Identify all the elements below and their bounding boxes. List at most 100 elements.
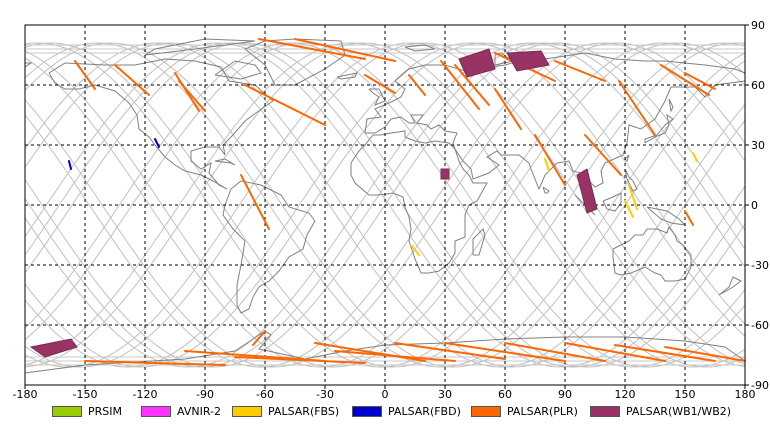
legend-item-prsim: PRSIM [52,405,122,418]
x-tick-label: 180 [735,388,756,401]
plr-strip [114,64,150,96]
coastline [574,194,596,216]
plr-strip [258,38,366,60]
x-tick-label: -60 [256,388,274,401]
legend-swatch-wb [590,406,620,417]
x-tick-label: -120 [133,388,158,401]
coastline [472,228,486,256]
coastline [350,130,488,274]
legend-swatch-plr [471,406,501,417]
legend-label-plr: PALSAR(PLR) [507,405,578,418]
graticule-grid [25,25,745,385]
plr-strip [684,72,716,90]
x-tick-label: -150 [73,388,98,401]
wb-region [458,48,496,78]
plr-strip [618,80,656,136]
y-axis-ticks: 90 60 30 0 -30 -60 -90 [745,19,769,392]
plr-strip [494,88,522,130]
legend-label-avnir: AVNIR-2 [177,405,221,418]
plr-strip [408,74,426,96]
palsar-fbd-strips [68,138,160,170]
plr-strip [584,134,622,176]
legend: PRSIM AVNIR-2 PALSAR(FBS) PALSAR(FBD) PA… [0,403,770,423]
legend-item-plr: PALSAR(PLR) [471,405,578,418]
plr-strip [660,64,710,96]
coastline [624,168,638,192]
plr-strip [74,60,96,90]
fbd-strip [154,138,160,148]
coastline [144,38,256,56]
coastline [542,186,550,194]
legend-item-wb: PALSAR(WB1/WB2) [590,405,731,418]
fbs-strip [624,200,634,218]
plr-strip [234,356,366,364]
coastline [48,58,274,190]
x-axis-ticks: -180 -150 -120 -90 -60 -30 0 30 60 90 120 150 180 [13,385,756,401]
coastline [214,158,236,166]
plr-strip [314,342,426,362]
fbd-strip [68,160,72,170]
fbs-strip [628,184,638,210]
coastline [404,44,436,52]
legend-item-fbs: PALSAR(FBS) [232,405,339,418]
plr-strip [614,344,716,362]
wb-region [506,50,550,72]
plr-strip [534,134,566,186]
legend-label-fbd: PALSAR(FBD) [388,405,461,418]
x-tick-label: 150 [675,388,696,401]
wb-region [576,168,598,214]
plr-strip [252,330,266,346]
legend-item-avnir: AVNIR-2 [141,405,221,418]
legend-label-fbs: PALSAR(FBS) [268,405,340,418]
legend-swatch-avnir [141,406,171,417]
plr-strip [178,80,206,112]
x-tick-label: -90 [196,388,214,401]
legend-swatch-fbd [352,406,382,417]
y-tick-label: 30 [751,139,765,152]
plr-strip [394,342,506,360]
plr-strip [364,74,396,94]
coastline [24,62,33,68]
coastline [644,113,674,144]
plr-strip [294,38,396,62]
plr-strip [174,72,200,112]
fbs-strip [410,244,420,256]
x-tick-label: 30 [438,388,452,401]
legend-label-prsim: PRSIM [88,405,122,418]
plr-strip [684,210,694,226]
plr-strip [664,346,746,362]
plr-strip [504,342,606,362]
coastline [602,192,622,212]
wb-region [29,338,78,358]
wb-region [440,168,450,180]
plr-strip [444,342,566,362]
coastline [368,88,386,106]
legend-swatch-prsim [52,406,82,417]
coastline [214,60,262,80]
coastline [668,98,674,113]
x-tick-label: 0 [382,388,389,401]
x-tick-label: 60 [498,388,512,401]
legend-swatch-fbs [232,406,262,417]
legend-label-wb: PALSAR(WB1/WB2) [626,405,732,418]
plr-strip [84,360,226,366]
fbs-strip [692,152,698,162]
plr-strip [454,64,490,106]
coastline [612,225,692,282]
y-tick-label: -60 [751,319,769,332]
palsar-wb-regions [29,48,598,358]
y-tick-label: 90 [751,19,765,32]
plr-strip [244,84,326,126]
coastline [624,154,630,162]
plr-strip [240,174,270,230]
coastline [336,72,358,80]
coastline [244,38,346,86]
coastline [718,276,742,296]
coastline [222,180,316,314]
plr-strip [334,350,456,362]
y-tick-label: 60 [751,79,765,92]
x-tick-label: -180 [13,388,38,401]
fbs-strip [544,158,550,172]
